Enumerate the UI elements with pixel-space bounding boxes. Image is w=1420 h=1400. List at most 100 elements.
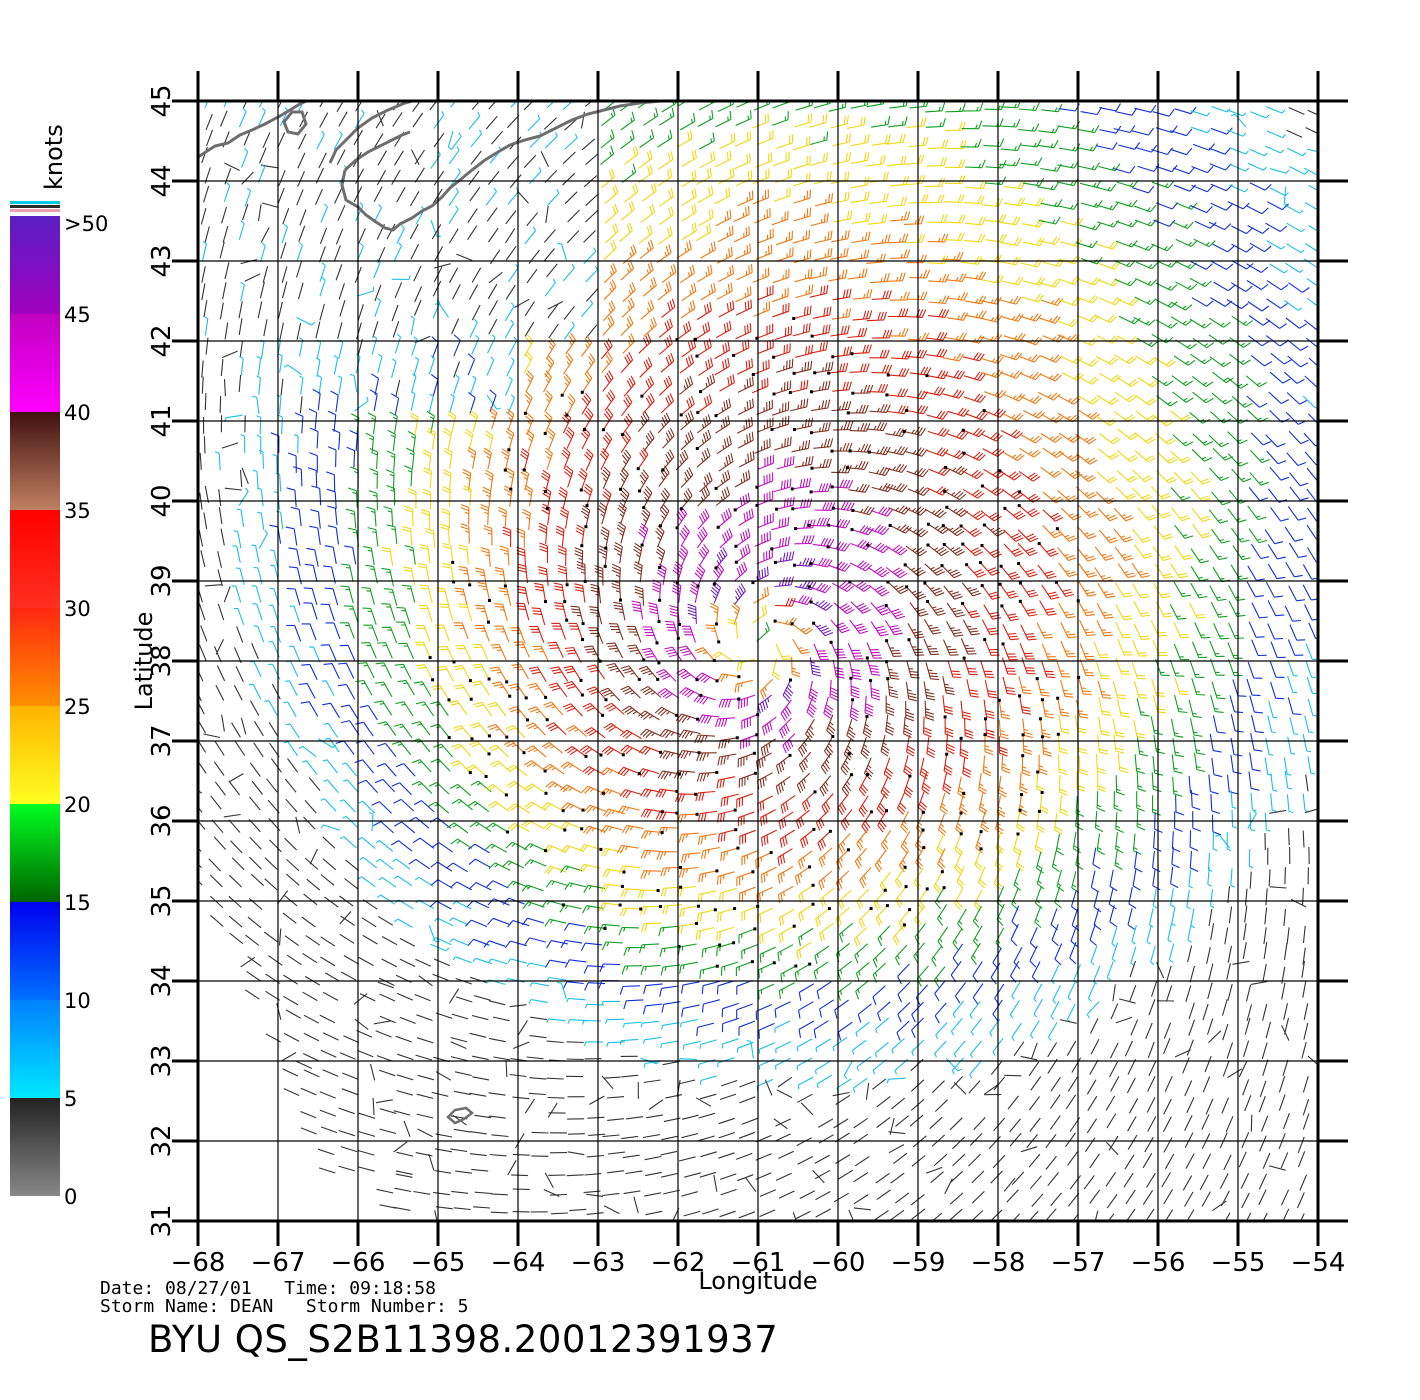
wind-barb: [1070, 924, 1078, 948]
wind-barb: [1097, 582, 1116, 599]
wind-barb: [999, 118, 1021, 128]
wind-barb: [513, 641, 530, 658]
wind-barb: [792, 322, 811, 337]
wind-barb: [433, 132, 445, 148]
wind-barb: [347, 527, 360, 547]
wind-barb: [290, 506, 302, 527]
rain-flag: [601, 791, 605, 795]
wind-barb: [522, 901, 545, 909]
wind-barb: [488, 227, 499, 243]
wind-barb: [417, 1074, 435, 1081]
wind-barb: [1163, 1022, 1172, 1039]
wind-barb: [322, 759, 339, 774]
wind-barb: [1302, 1098, 1310, 1116]
wind-barb: [832, 1036, 848, 1052]
wind-barb: [963, 427, 986, 438]
wind-barb: [798, 1001, 814, 1019]
wind-barb: [966, 679, 979, 698]
wind-barb: [777, 1076, 793, 1088]
wind-barb: [700, 241, 716, 259]
wind-barb: [1004, 1074, 1022, 1077]
wind-barb: [338, 283, 345, 300]
wind-barb: [1056, 178, 1079, 187]
wind-barb: [795, 284, 814, 299]
wind-barb: [721, 1038, 739, 1049]
wind-barb: [219, 302, 224, 320]
wind-barb: [999, 470, 1022, 481]
wind-barb: [774, 617, 797, 626]
wind-barb: [340, 704, 359, 720]
wind-barb: [224, 322, 229, 340]
wind-barb: [992, 947, 1002, 970]
wind-barb: [252, 395, 260, 415]
rain-flag: [565, 618, 569, 622]
wind-barb: [218, 489, 222, 507]
wind-barb: [341, 1088, 358, 1096]
wind-barb: [714, 717, 735, 728]
wind-barb: [872, 1078, 887, 1090]
wind-barb: [833, 1118, 849, 1129]
wind-barb: [470, 722, 490, 737]
wind-barb: [1095, 141, 1118, 150]
rain-flag: [505, 735, 509, 739]
wind-barb: [395, 379, 401, 397]
wind-barb: [1302, 980, 1307, 998]
wind-barb: [489, 666, 508, 683]
wind-barb: [917, 888, 928, 911]
wind-barb: [296, 189, 304, 206]
wind-barb: [884, 620, 903, 636]
wind-barb: [814, 502, 836, 511]
wind-barb: [1230, 714, 1244, 733]
wind-barb: [771, 516, 790, 531]
rain-flag: [544, 791, 548, 795]
wind-barb: [813, 1020, 829, 1039]
wind-barb: [677, 943, 697, 956]
wind-barb: [469, 740, 490, 755]
wind-barb: [412, 837, 435, 849]
wind-barb: [1258, 1173, 1267, 1190]
rain-flag: [640, 394, 644, 398]
wind-barb: [589, 1095, 605, 1105]
wind-barb: [695, 790, 716, 802]
wind-barb: [361, 917, 377, 928]
wind-barb: [711, 651, 734, 663]
wind-barb: [346, 446, 356, 468]
wind-barb: [453, 361, 461, 378]
wind-barb: [679, 524, 690, 547]
wind-barb: [898, 850, 909, 873]
wind-barb: [306, 547, 319, 567]
rain-flag: [831, 506, 835, 510]
wind-barb: [886, 661, 900, 680]
wind-barb: [715, 415, 731, 434]
wind-barb: [286, 624, 302, 642]
wind-barb: [1213, 281, 1236, 292]
wind-barb: [755, 244, 773, 260]
lat-tick-label: 42: [147, 324, 177, 357]
wind-barb: [797, 1093, 813, 1103]
rain-flag: [905, 585, 909, 589]
wind-barb: [661, 263, 677, 283]
wind-barb: [924, 177, 946, 188]
wind-barb: [937, 926, 949, 949]
wind-barb: [854, 1155, 870, 1167]
rain-flag: [807, 585, 811, 589]
wind-barb: [452, 725, 473, 740]
wind-barb: [638, 333, 652, 354]
wind-barb: [1038, 216, 1061, 225]
wind-barb: [641, 647, 660, 664]
wind-barb: [1281, 982, 1286, 1000]
wind-barb: [558, 486, 568, 509]
wind-barb: [660, 353, 675, 373]
wind-barb: [778, 925, 795, 943]
wind-barb: [773, 478, 792, 493]
wind-barb: [396, 224, 405, 244]
wind-barb: [777, 848, 793, 866]
rain-flag: [983, 733, 987, 737]
wind-barb: [508, 803, 530, 814]
wind-barb: [1302, 734, 1311, 753]
wind-barb: [908, 332, 930, 342]
wind-barb: [203, 733, 221, 739]
wind-barb: [639, 357, 653, 378]
wind-barb: [1021, 657, 1036, 675]
wind-barb: [475, 567, 487, 587]
